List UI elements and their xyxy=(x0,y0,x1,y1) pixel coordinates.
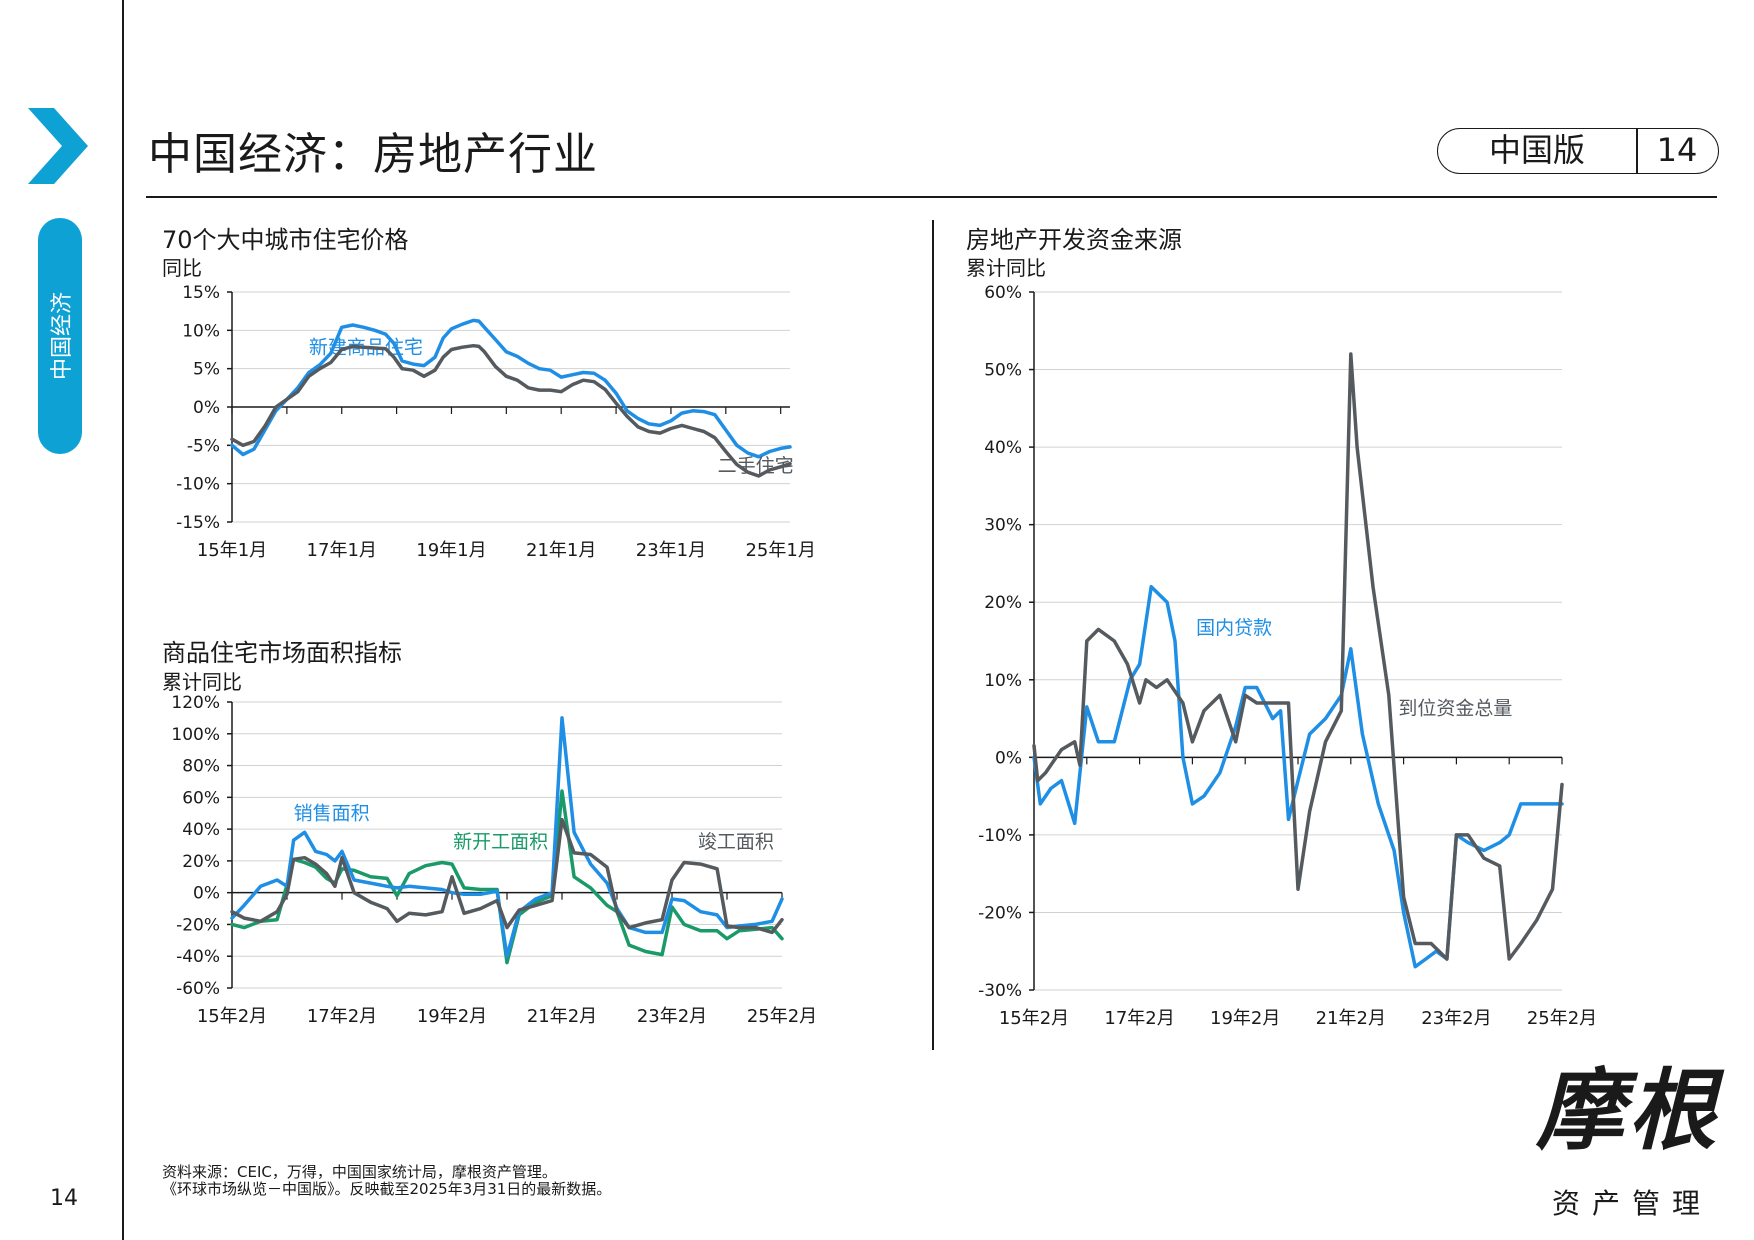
x-tick-label: 21年2月 xyxy=(1316,1008,1386,1029)
y-tick-label: 20% xyxy=(182,852,220,872)
funding-sources-chart: 60% 50% 40% 30% 20% 10% 0% -10% -20% -30% 15年2月 17年… xyxy=(978,283,1597,1029)
y-tick-label: 20% xyxy=(984,593,1022,613)
y-tick-label: 40% xyxy=(984,438,1022,458)
series-line xyxy=(1032,584,1564,969)
x-tick-label: 25年1月 xyxy=(745,540,815,561)
x-tick-label: 23年1月 xyxy=(636,540,706,561)
y-tick-label: 15% xyxy=(182,283,220,303)
edition-label: 中国版 xyxy=(1488,131,1585,169)
y-tick-label: 30% xyxy=(984,516,1022,536)
y-tick-label: -5% xyxy=(187,436,220,456)
side-tab[interactable] xyxy=(38,218,82,454)
y-tick-label: -10% xyxy=(978,826,1022,846)
x-tick-label: 17年2月 xyxy=(1104,1008,1174,1029)
series-line xyxy=(230,318,792,459)
x-tick-label: 19年2月 xyxy=(417,1006,487,1027)
series-label: 到位资金总量 xyxy=(1398,698,1512,720)
y-tick-label: 60% xyxy=(182,788,220,808)
side-tab-label-wrap: 中国经济 xyxy=(38,218,82,454)
chart-title-home-prices: 70个大中城市住宅价格 xyxy=(162,226,409,254)
edition-divider xyxy=(1636,128,1638,174)
side-tab-label: 中国经济 xyxy=(50,291,76,381)
x-tick-label: 19年1月 xyxy=(416,540,486,561)
chevron-right-icon xyxy=(28,108,88,184)
y-tick-label: 0% xyxy=(193,398,220,418)
x-tick-label: 15年2月 xyxy=(197,1006,267,1027)
title-rule xyxy=(146,196,1717,198)
x-tick-label: 17年1月 xyxy=(307,540,377,561)
series-line xyxy=(230,716,784,958)
y-tick-label: -20% xyxy=(978,903,1022,923)
x-tick-label: 23年2月 xyxy=(637,1006,707,1027)
y-tick-label: 10% xyxy=(984,671,1022,691)
y-tick-label: 120% xyxy=(171,693,220,713)
logo-subtitle: 资产管理 xyxy=(1552,1187,1713,1220)
y-tick-label: 0% xyxy=(995,748,1022,768)
y-tick-label: 60% xyxy=(984,283,1022,303)
x-tick-label: 25年2月 xyxy=(747,1006,817,1027)
x-tick-label: 23年2月 xyxy=(1421,1008,1491,1029)
x-tick-label: 25年2月 xyxy=(1527,1008,1597,1029)
edition-badge xyxy=(1437,128,1719,174)
y-tick-label: 80% xyxy=(182,757,220,777)
series-label: 二手住宅 xyxy=(718,455,794,477)
series-line xyxy=(230,817,784,935)
source-line-1: 资料来源：CEIC，万得，中国国家统计局，摩根资产管理。 xyxy=(162,1163,557,1181)
x-tick-label: 17年2月 xyxy=(307,1006,377,1027)
series-label: 竣工面积 xyxy=(698,831,774,853)
x-tick-label: 19年2月 xyxy=(1210,1008,1280,1029)
series-label: 国内贷款 xyxy=(1196,617,1272,639)
y-tick-label: -30% xyxy=(978,981,1022,1001)
chart-title-area-indicators: 商品住宅市场面积指标 xyxy=(162,639,402,667)
source-line-2: 《环球市场纵览－中国版》。反映截至2025年3月31日的最新数据。 xyxy=(162,1180,612,1198)
x-tick-label: 15年1月 xyxy=(197,540,267,561)
logo-name: 摩根 xyxy=(1536,1058,1721,1162)
area-indicators-chart: 120% 100% 80% 60% 40% 20% 0% -20% -40% -60% 15年2月 1… xyxy=(171,693,817,1027)
y-tick-label: 40% xyxy=(182,820,220,840)
y-tick-label: -60% xyxy=(176,979,220,999)
y-tick-label: -10% xyxy=(176,475,220,495)
page-number: 14 xyxy=(50,1186,78,1211)
page-title: 中国经济：房地产行业 xyxy=(148,129,598,180)
chart-subtitle-home-prices: 同比 xyxy=(162,256,202,280)
y-tick-label: 100% xyxy=(171,725,220,745)
x-tick-label: 21年2月 xyxy=(527,1006,597,1027)
y-tick-label: -20% xyxy=(176,915,220,935)
y-tick-label: -15% xyxy=(176,513,220,533)
edition-page-number: 14 xyxy=(1656,131,1698,169)
series-label: 新开工面积 xyxy=(453,831,548,853)
y-tick-label: -40% xyxy=(176,947,220,967)
left-rule xyxy=(122,0,124,1240)
x-tick-label: 15年2月 xyxy=(999,1008,1069,1029)
chart-subtitle-funding-sources: 累计同比 xyxy=(966,256,1046,280)
y-tick-label: 50% xyxy=(984,361,1022,381)
chart-title-funding-sources: 房地产开发资金来源 xyxy=(966,226,1182,254)
source-note: 资料来源：CEIC，万得，中国国家统计局，摩根资产管理。 《环球市场纵览－中国版… xyxy=(162,1164,611,1198)
y-tick-label: 10% xyxy=(182,321,220,341)
series-label: 销售面积 xyxy=(294,803,370,825)
chart-subtitle-area-indicators: 累计同比 xyxy=(162,670,242,694)
series-line xyxy=(1032,352,1564,961)
y-tick-label: 0% xyxy=(193,884,220,904)
home-prices-chart: 15% 10% 5% 0% -5% -10% -15% 15年1月 17年1月 19年1月 21年1… xyxy=(176,283,816,561)
panel-divider xyxy=(932,220,934,1050)
x-tick-label: 21年1月 xyxy=(526,540,596,561)
series-line xyxy=(230,343,792,478)
y-tick-label: 5% xyxy=(193,360,220,380)
